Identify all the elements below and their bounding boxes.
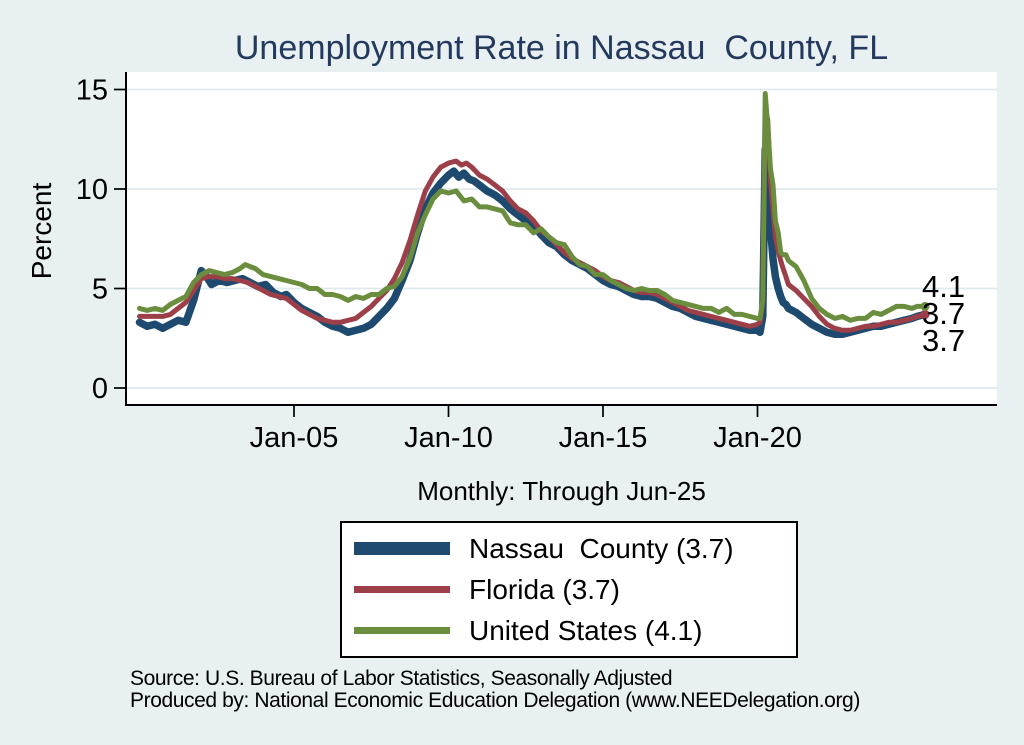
legend-label-florida: Florida (3.7) [469, 573, 620, 605]
y-tick-label: 0 [92, 373, 108, 405]
source-note: Source: U.S. Bureau of Labor Statistics,… [130, 668, 990, 712]
legend-swatch-nassau-county [354, 542, 450, 555]
legend-label-nassau-county: Nassau County (3.7) [469, 532, 734, 564]
legend-swatch-united-states [354, 627, 450, 634]
chart-subtitle: Monthly: Through Jun-25 [417, 476, 706, 506]
series-end-marker-united-states [920, 301, 930, 311]
legend-swatch-florida [354, 586, 450, 593]
legend-label-united-states: United States (4.1) [469, 614, 703, 646]
chart-title: Unemployment Rate in Nassau County, FL [234, 29, 889, 67]
legend-item-united-states: United States (4.1) [342, 610, 796, 651]
y-tick-label: 10 [76, 174, 108, 206]
produced-by-line: Produced by: National Economic Education… [130, 689, 860, 712]
x-tick-label: Jan-05 [250, 422, 339, 454]
legend-item-nassau-county: Nassau County (3.7) [342, 528, 796, 569]
source-line: Source: U.S. Bureau of Labor Statistics,… [130, 667, 673, 690]
y-tick-label: 5 [92, 274, 108, 306]
legend-item-florida: Florida (3.7) [342, 569, 796, 610]
x-tick-label: Jan-20 [713, 422, 802, 454]
series-end-value-label: 4.1 [922, 269, 965, 304]
x-tick-label: Jan-10 [404, 422, 493, 454]
y-axis-title: Percent [26, 182, 57, 280]
series-line-united-states [137, 91, 928, 323]
series-line-florida [137, 108, 928, 333]
series-end-marker-florida [920, 309, 930, 319]
legend-rows: Nassau County (3.7) Florida (3.7) United S… [342, 528, 796, 651]
series-end-value-label: 3.7 [922, 296, 965, 331]
plot-area [126, 72, 997, 405]
series-end-value-label: 3.7 [922, 323, 965, 358]
legend: Nassau County (3.7) Florida (3.7) United S… [340, 521, 798, 658]
x-tick-label: Jan-15 [559, 422, 648, 454]
y-tick-label: 15 [76, 75, 108, 107]
